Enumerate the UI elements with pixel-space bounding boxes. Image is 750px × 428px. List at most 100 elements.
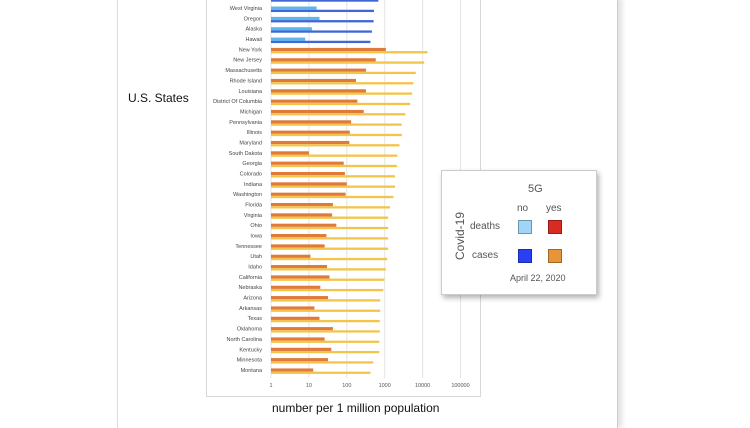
cases-bar	[271, 144, 400, 147]
deaths-bar	[271, 265, 327, 269]
deaths-bar	[271, 275, 330, 279]
legend-col-no: no	[517, 203, 529, 214]
deaths-bar	[271, 192, 346, 196]
cases-bar	[271, 257, 388, 261]
category-label: Texas	[248, 316, 263, 322]
deaths-bar	[271, 306, 315, 310]
deaths-bar	[271, 161, 344, 165]
swatch-no-cases	[518, 249, 532, 263]
category-label: Idaho	[248, 265, 262, 271]
category-label: Massachusetts	[225, 68, 262, 74]
category-label: Hawaii	[245, 37, 262, 43]
category-label: New York	[239, 47, 262, 53]
cases-bar	[271, 195, 394, 199]
cases-bar	[271, 299, 381, 302]
category-label: District Of Columbia	[213, 99, 263, 105]
category-label: Tennessee	[235, 244, 262, 250]
category-label: Illinois	[247, 130, 263, 136]
category-label: Arizona	[243, 296, 263, 302]
cases-bar	[271, 40, 371, 44]
legend-title: 5G	[528, 183, 543, 195]
category-label: Arkansas	[239, 306, 262, 312]
category-label: Virginia	[244, 213, 263, 219]
deaths-bar	[271, 358, 329, 362]
deaths-bar	[271, 368, 314, 372]
category-label: Indiana	[244, 182, 263, 188]
deaths-bar	[271, 89, 366, 93]
cases-bar	[271, 319, 380, 323]
category-label: Alaska	[245, 27, 262, 33]
legend-row-deaths: deaths	[470, 221, 501, 232]
deaths-bar	[271, 254, 311, 258]
cases-bar	[271, 237, 389, 240]
cases-bar	[271, 350, 380, 354]
cases-bar	[271, 9, 374, 13]
deaths-bar	[271, 16, 320, 21]
deaths-bar	[271, 182, 347, 186]
deaths-bar	[271, 213, 333, 217]
category-label: Michigan	[240, 109, 262, 115]
deaths-bar	[271, 130, 350, 134]
category-label: West Virginia	[230, 6, 263, 12]
deaths-bar	[271, 27, 312, 31]
cases-bar	[271, 216, 389, 219]
deaths-bar	[271, 347, 332, 351]
category-label: Washington	[233, 192, 262, 198]
legend: 5G no yes deaths cases Covid-19 April 22…	[441, 170, 597, 295]
y-axis-label: U.S. States	[128, 91, 189, 105]
category-label: Oregon	[244, 16, 262, 22]
category-label: Oklahoma	[237, 327, 263, 333]
cases-bar	[271, 92, 413, 95]
category-label: Maryland	[239, 140, 262, 146]
cases-bar	[271, 268, 386, 271]
cases-bar	[271, 175, 396, 178]
legend-date: April 22, 2020	[510, 273, 566, 283]
x-tick-label: 1	[269, 383, 272, 389]
cases-bar	[271, 102, 411, 106]
cases-bar	[271, 164, 397, 168]
category-label: Ohio	[250, 223, 262, 229]
deaths-bar	[271, 151, 309, 155]
category-label: Utah	[250, 254, 262, 260]
cases-bar	[271, 247, 389, 250]
cases-bar	[271, 340, 380, 343]
category-label: Rhode Island	[230, 78, 262, 84]
cases-bar	[271, 113, 406, 116]
cases-bar	[271, 154, 398, 157]
category-label: Maine	[247, 0, 262, 2]
legend-row-cases: cases	[472, 250, 499, 261]
cases-bar	[271, 185, 396, 188]
cases-bar	[271, 82, 414, 85]
category-label: South Dakota	[229, 151, 263, 157]
category-label: Minnesota	[237, 358, 263, 364]
cases-bar	[271, 51, 428, 54]
x-tick-label: 100	[342, 383, 351, 389]
deaths-bar	[271, 223, 337, 227]
deaths-bar	[271, 171, 345, 176]
deaths-bar	[271, 327, 333, 331]
cases-bar	[271, 20, 374, 23]
cases-bar	[271, 288, 384, 292]
category-label: Montana	[241, 368, 263, 374]
deaths-bar	[271, 6, 317, 10]
deaths-bar	[271, 316, 320, 320]
deaths-bar	[271, 78, 357, 83]
cases-bar	[271, 0, 379, 2]
deaths-bar	[271, 58, 376, 62]
swatch-yes-cases	[548, 249, 562, 263]
category-label: Colorado	[240, 171, 262, 177]
swatch-yes-deaths	[548, 220, 562, 234]
deaths-bar	[271, 244, 325, 248]
cases-bar	[271, 330, 380, 333]
cases-bar	[271, 278, 385, 281]
deaths-bar	[271, 120, 352, 124]
category-label: Louisiana	[238, 89, 262, 95]
deaths-bar	[271, 203, 333, 207]
deaths-bar	[271, 337, 325, 341]
x-axis-label: number per 1 million population	[272, 401, 440, 415]
category-label: North Carolina	[227, 337, 263, 343]
cases-bar	[271, 361, 374, 364]
category-label: Florida	[245, 203, 263, 209]
deaths-bar	[271, 296, 329, 300]
